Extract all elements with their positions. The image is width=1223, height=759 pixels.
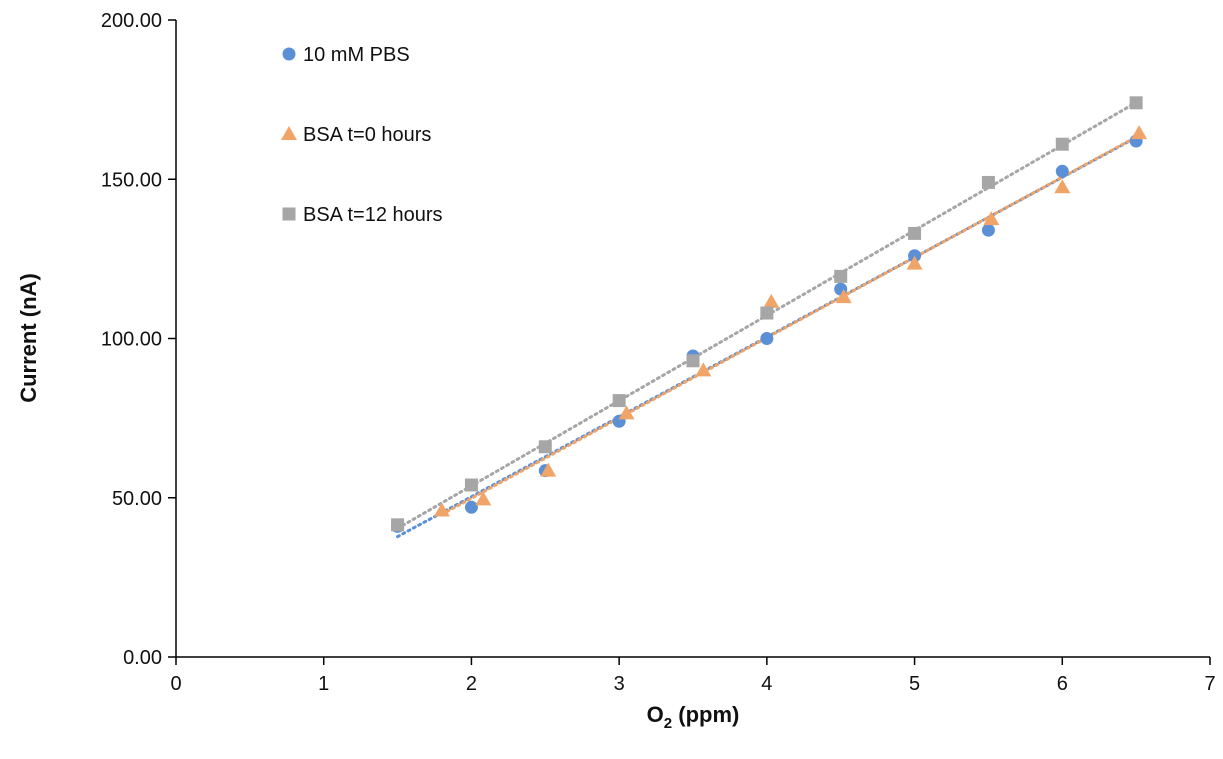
- point-bsa-t-12-hours: [760, 306, 774, 320]
- point-bsa-t-12-hours: [464, 478, 478, 492]
- legend-marker-10-mm-pbs: [282, 47, 296, 61]
- x-axis-title-subscript: 2: [664, 715, 672, 732]
- point-bsa-t-0-hours: [763, 293, 780, 308]
- point-bsa-t-0-hours: [1131, 125, 1148, 140]
- point-bsa-t-0-hours: [540, 462, 557, 477]
- y-tick-label: 0.00: [123, 647, 162, 669]
- y-tick-label: 50.00: [112, 488, 162, 510]
- point-10-mm-pbs: [760, 332, 774, 345]
- point-bsa-t-0-hours: [618, 405, 635, 420]
- point-bsa-t-12-hours: [391, 518, 405, 532]
- point-10-mm-pbs: [981, 223, 995, 237]
- point-bsa-t-12-hours: [612, 394, 626, 408]
- plot-marks: [391, 96, 1148, 539]
- x-tick-label: 4: [761, 673, 772, 695]
- y-tick-label: 100.00: [101, 329, 162, 351]
- point-bsa-t-12-hours: [981, 175, 995, 189]
- x-tick-label: 2: [466, 673, 477, 695]
- x-axis-title: O2 (ppm): [647, 702, 740, 732]
- point-bsa-t-12-hours: [538, 440, 552, 454]
- point-bsa-t-0-hours: [695, 362, 712, 377]
- x-tick-label: 5: [909, 673, 920, 695]
- legend-label-bsa-t-0-hours: BSA t=0 hours: [303, 124, 431, 146]
- point-bsa-t-0-hours: [475, 491, 492, 506]
- point-bsa-t-12-hours: [834, 269, 848, 283]
- x-axis-title-main: O: [647, 702, 664, 727]
- point-bsa-t-12-hours: [1129, 96, 1143, 110]
- point-bsa-t-0-hours: [983, 211, 1000, 226]
- legend-marker-bsa-t-0-hours: [281, 126, 297, 140]
- point-bsa-t-12-hours: [686, 354, 700, 368]
- x-tick-label: 0: [170, 673, 181, 695]
- x-tick-label: 3: [614, 673, 625, 695]
- point-10-mm-pbs: [464, 500, 478, 514]
- legend-marker-bsa-t-12-hours: [282, 207, 296, 221]
- y-tick-label: 150.00: [101, 169, 162, 191]
- legend: 10 mM PBS BSA t=0 hours BSA t=12 hours: [281, 44, 443, 226]
- y-axis-title: Current (nA): [16, 273, 41, 403]
- point-bsa-t-12-hours: [1055, 137, 1069, 151]
- legend-label-10-mm-pbs: 10 mM PBS: [303, 44, 410, 66]
- point-bsa-t-0-hours: [906, 255, 923, 270]
- x-axis-title-rest: (ppm): [672, 702, 739, 727]
- point-bsa-t-0-hours: [835, 289, 852, 304]
- legend-label-bsa-t-12-hours: BSA t=12 hours: [303, 204, 443, 226]
- trendline-bsa-t-0-hours: [440, 133, 1141, 516]
- point-bsa-t-12-hours: [908, 226, 922, 240]
- y-tick-label: 200.00: [101, 10, 162, 32]
- x-tick-label: 7: [1204, 673, 1215, 695]
- x-tick-label: 1: [318, 673, 329, 695]
- axis-ticks: 0 1 2 3 4 5 6 7 0.00 50.00 100.00 150.00 200.00: [101, 10, 1216, 695]
- point-10-mm-pbs: [1055, 164, 1069, 178]
- x-tick-label: 6: [1057, 673, 1068, 695]
- point-bsa-t-0-hours: [1054, 179, 1071, 194]
- point-bsa-t-0-hours: [433, 502, 450, 517]
